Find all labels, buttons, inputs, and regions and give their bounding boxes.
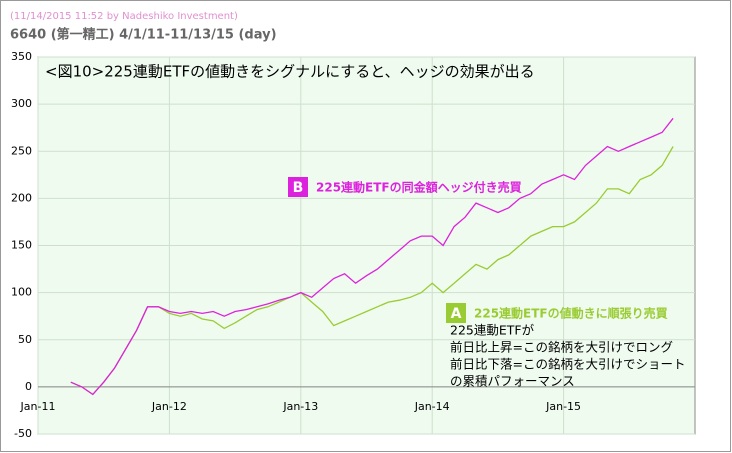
note: の累積パフォーマンス <box>450 374 575 389</box>
y-tick-label: 250 <box>11 144 32 157</box>
source: (11/14/2015 11:52 by Nadeshiko Investmen… <box>10 11 238 22</box>
y-tick-label: 300 <box>11 97 32 110</box>
y-tick-label: 50 <box>18 333 32 346</box>
y-tick-label: 350 <box>11 50 32 63</box>
y-tick-label: 150 <box>11 239 32 252</box>
x-tick-label: Jan-11 <box>20 400 56 413</box>
x-tick-label: Jan-14 <box>414 400 450 413</box>
note: 前日比上昇=この銘柄を大引けでロング <box>450 340 673 355</box>
x-tick-label: Jan-13 <box>282 400 318 413</box>
x-tick-label: Jan-15 <box>545 400 581 413</box>
legend-badge <box>288 177 308 197</box>
note: 前日比下落=この銘柄を大引けでショート <box>450 357 685 372</box>
chart-title: <図10>225連動ETFの値動きをシグナルにすると、ヘッジの効果が出る <box>45 63 535 81</box>
legend-label: 225連動ETFの同金額ヘッジ付き売買 <box>316 180 522 195</box>
note: 225連動ETFが <box>450 323 535 338</box>
legend-label: 225連動ETFの値動きに順張り売買 <box>474 306 668 321</box>
legend-badge <box>446 303 466 323</box>
y-tick-label: 100 <box>11 286 32 299</box>
legend-badge-text: B <box>293 180 304 196</box>
series-line <box>70 117 674 396</box>
series-line <box>70 146 674 396</box>
y-tick-label: 0 <box>25 380 32 393</box>
legend-badge-text: A <box>451 306 462 322</box>
x-tick-label: Jan-12 <box>151 400 187 413</box>
y-tick-label: -50 <box>14 427 32 440</box>
y-tick-label: 200 <box>11 191 32 204</box>
subtitle: 6640 (第一精工) 4/1/11-11/13/15 (day) <box>10 27 277 43</box>
